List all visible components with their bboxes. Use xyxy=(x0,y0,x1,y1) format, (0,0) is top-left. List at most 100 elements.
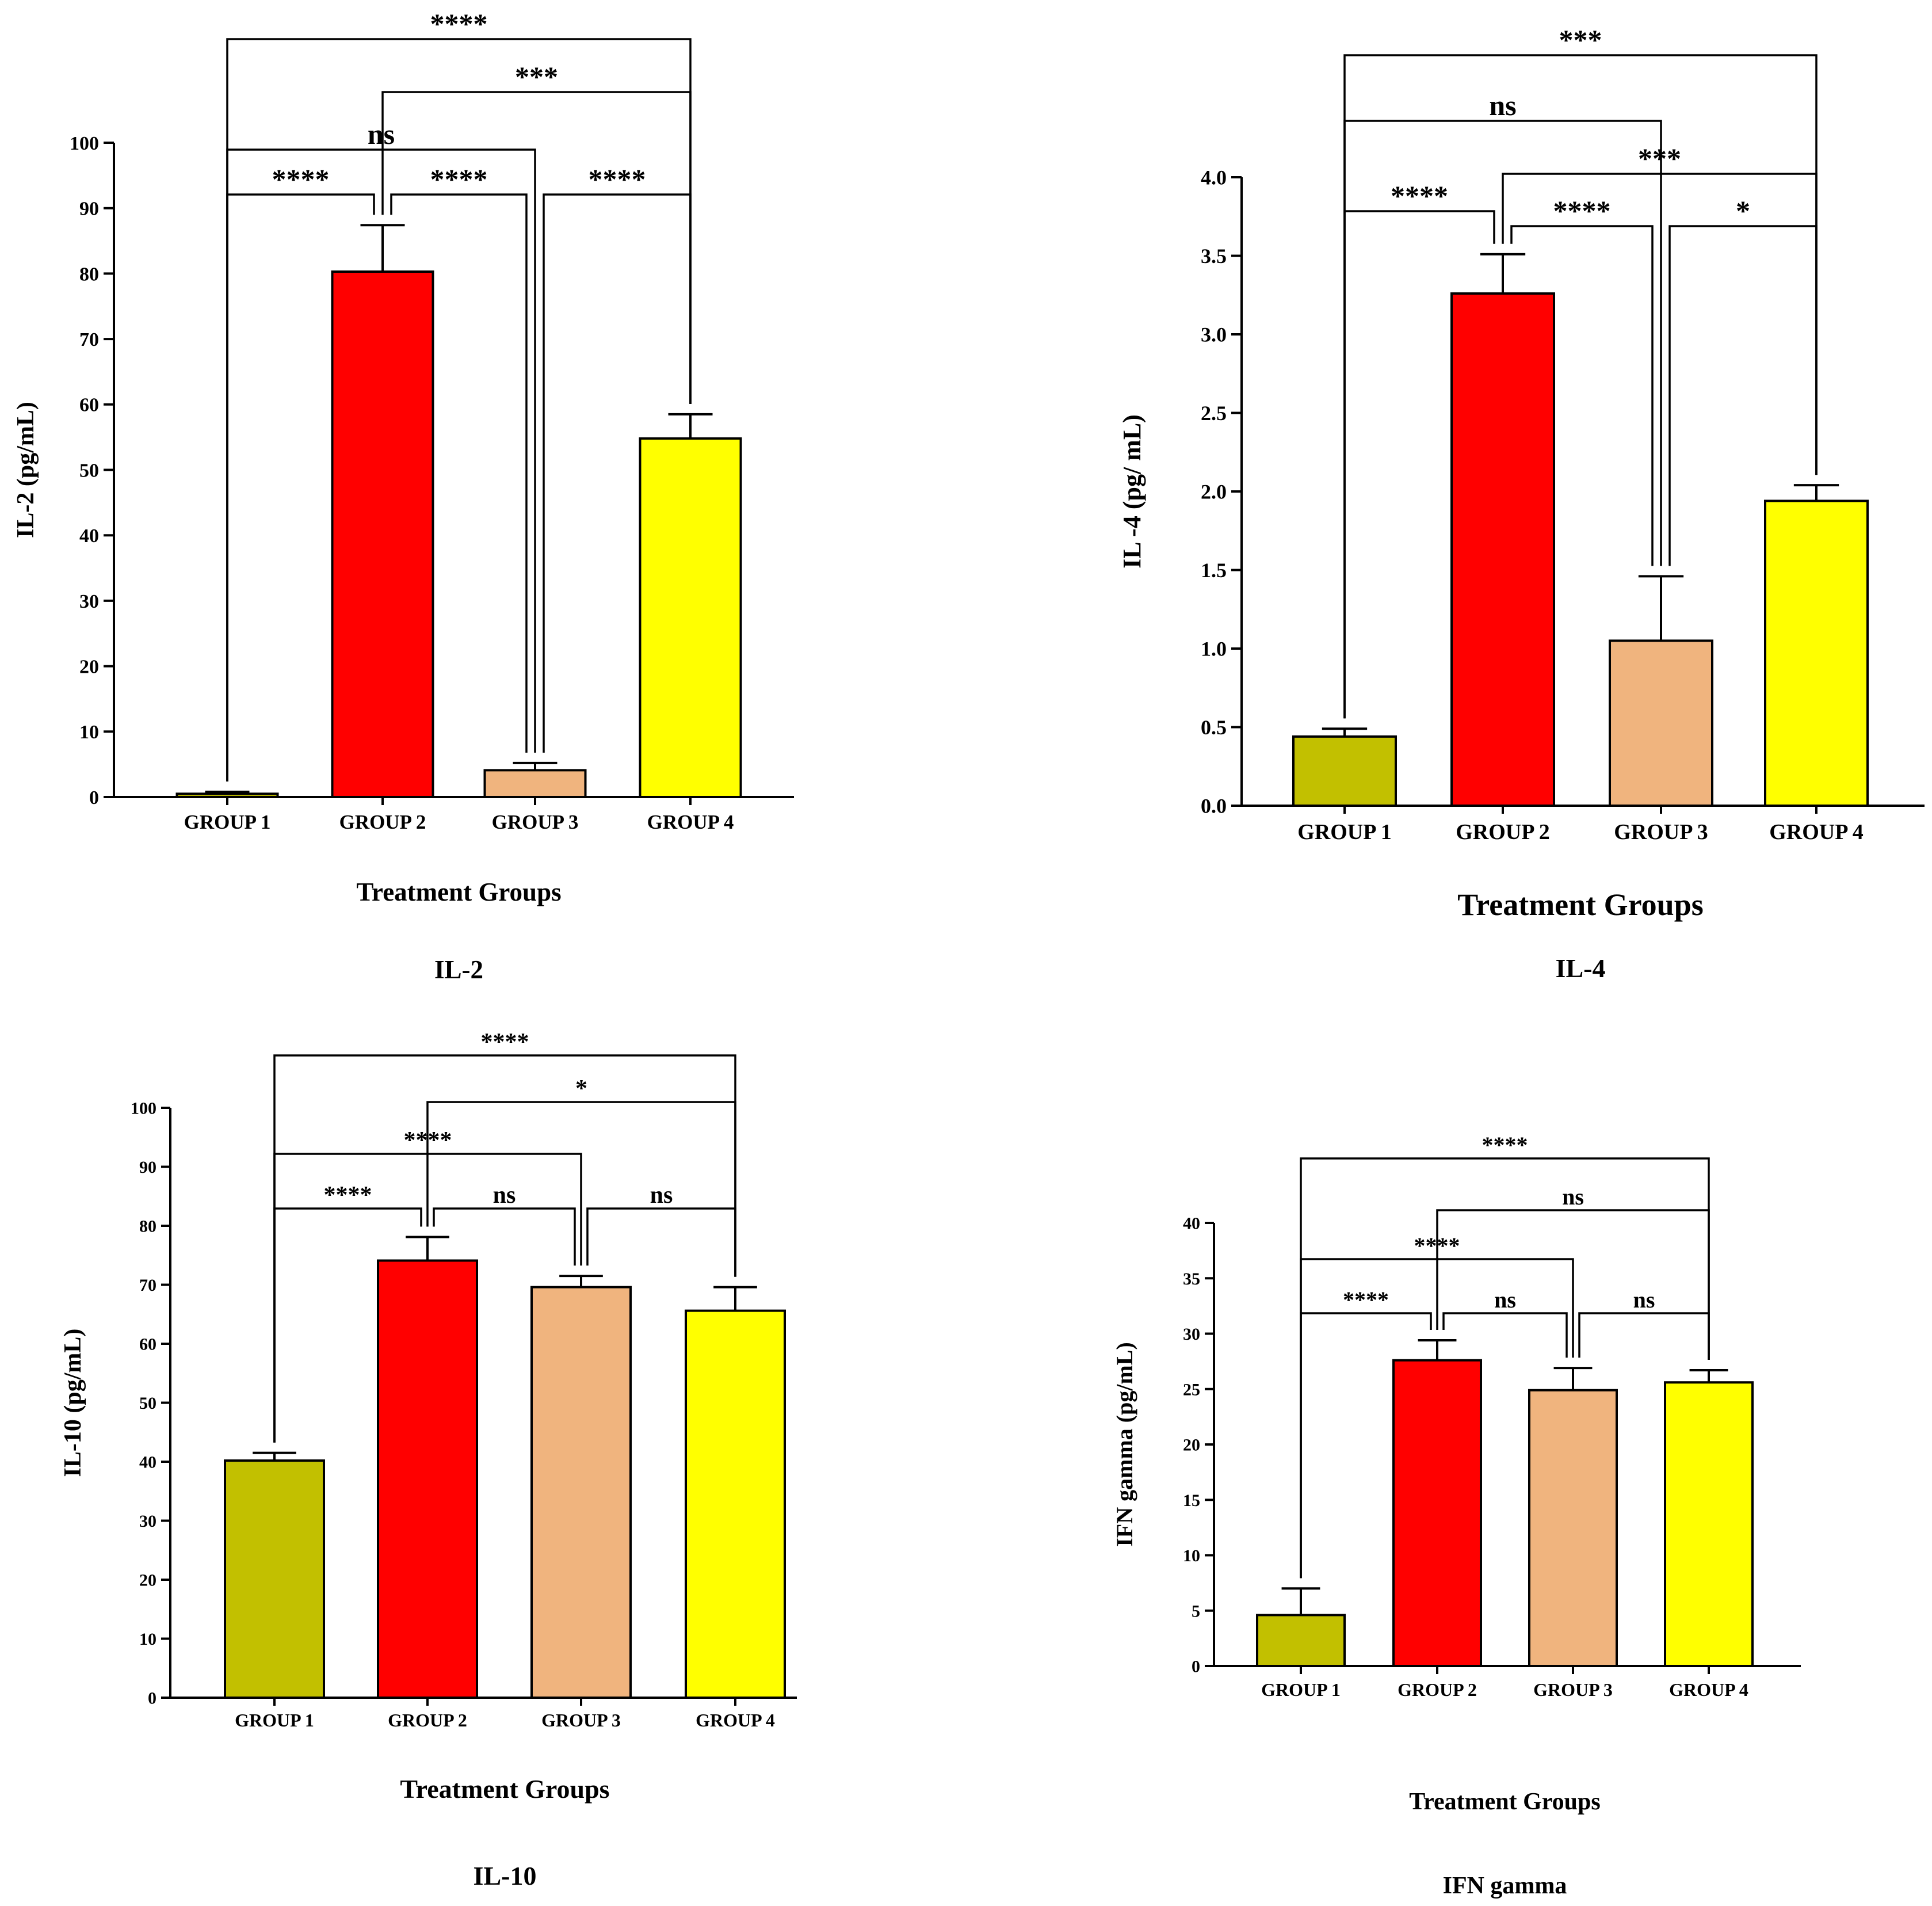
significance-label: **** xyxy=(430,7,488,40)
y-axis-label: IFN gamma (pg/mL) xyxy=(1112,1342,1137,1547)
significance-label: **** xyxy=(1482,1132,1528,1158)
significance-bracket xyxy=(1510,225,1654,566)
category-label: GROUP 4 xyxy=(1769,820,1864,844)
category-label: GROUP 4 xyxy=(696,1710,775,1730)
y-tick-label: 40 xyxy=(139,1453,156,1472)
y-tick-label: 90 xyxy=(79,199,99,220)
y-tick-label: 50 xyxy=(79,460,99,481)
significance-label: **** xyxy=(1391,180,1448,212)
panel-title: IL-4 xyxy=(1556,954,1606,983)
significance-label: **** xyxy=(272,163,330,195)
y-tick-label: 3.5 xyxy=(1201,245,1227,268)
significance-bracket xyxy=(1300,1157,1710,1579)
category-label: GROUP 1 xyxy=(1261,1679,1341,1700)
x-axis-label: Treatment Groups xyxy=(1409,1789,1601,1815)
significance-label: **** xyxy=(589,163,646,195)
y-tick-label: 35 xyxy=(1183,1270,1200,1289)
panel-title: IL-2 xyxy=(434,955,483,984)
bar-group-2 xyxy=(377,1259,478,1699)
chart-panel-2: 0.0 0.5 1.0 1.5 2.0 2.5 3.0 3.5 4.0 GROUP 1 GROUP … xyxy=(1118,24,1925,983)
significance-bracket xyxy=(1442,1312,1568,1358)
category-label: GROUP 3 xyxy=(492,811,579,833)
category-label: GROUP 2 xyxy=(1456,820,1550,844)
y-tick-label: 10 xyxy=(1183,1546,1200,1565)
significance-label: ns xyxy=(368,118,395,150)
y-tick-label: 2.0 xyxy=(1201,481,1227,504)
bar-group-3 xyxy=(530,1286,632,1699)
y-tick-label: 60 xyxy=(139,1335,156,1354)
significance-label: *** xyxy=(515,60,558,93)
significance-label: **** xyxy=(1343,1287,1389,1313)
bar-group-4 xyxy=(639,437,742,798)
y-tick-label: 3.0 xyxy=(1201,323,1227,346)
significance-label: *** xyxy=(1638,142,1681,174)
significance-label: ns xyxy=(650,1182,673,1209)
significance-label: * xyxy=(1736,195,1750,227)
y-tick-label: 1.0 xyxy=(1201,638,1227,661)
y-tick-label: 10 xyxy=(79,722,99,743)
bar-group-2 xyxy=(331,270,434,798)
significance-bracket xyxy=(1343,54,1818,719)
significance-label: ns xyxy=(1489,89,1516,121)
significance-bracket xyxy=(226,38,692,782)
category-label: GROUP 2 xyxy=(1398,1679,1477,1700)
category-label: GROUP 3 xyxy=(1614,820,1708,844)
y-tick-label: 90 xyxy=(139,1158,156,1177)
bar-group-1 xyxy=(1292,735,1397,807)
y-tick-label: 5 xyxy=(1192,1602,1200,1621)
category-label: GROUP 2 xyxy=(339,811,426,833)
y-tick-label: 0 xyxy=(1192,1657,1200,1676)
significance-bracket xyxy=(390,193,528,753)
category-label: GROUP 1 xyxy=(1297,820,1392,844)
significance-label: **** xyxy=(481,1029,529,1055)
significance-label: *** xyxy=(1559,24,1602,56)
y-tick-label: 15 xyxy=(1183,1491,1200,1510)
bar-group-3 xyxy=(1609,639,1713,807)
category-label: GROUP 3 xyxy=(541,1710,621,1730)
y-axis-label: IL -4 (pg/ mL) xyxy=(1118,414,1146,569)
panel-title: IFN gamma xyxy=(1443,1873,1567,1899)
y-tick-label: 1.5 xyxy=(1201,559,1227,582)
bar-group-1 xyxy=(1256,1614,1346,1667)
category-label: GROUP 3 xyxy=(1533,1679,1613,1700)
y-axis-label: IL-2 (pg/mL) xyxy=(13,402,39,538)
category-label: GROUP 4 xyxy=(1669,1679,1748,1700)
bar-group-4 xyxy=(685,1309,786,1699)
significance-label: **** xyxy=(430,163,488,195)
significance-bracket xyxy=(273,1054,736,1443)
significance-label: ns xyxy=(1562,1184,1584,1210)
y-tick-label: 50 xyxy=(139,1394,156,1413)
y-tick-label: 40 xyxy=(79,525,99,547)
significance-label: * xyxy=(575,1076,587,1102)
y-tick-label: 30 xyxy=(79,591,99,612)
y-tick-label: 10 xyxy=(139,1630,156,1649)
y-tick-label: 80 xyxy=(79,264,99,285)
y-tick-label: 20 xyxy=(139,1571,156,1590)
significance-label: ns xyxy=(1633,1287,1655,1313)
y-tick-label: 60 xyxy=(79,395,99,416)
chart-panel-3: 0 10 20 30 40 50 60 70 80 90 100 GROUP 1 GROUP 2 GROU… xyxy=(60,1029,797,1890)
y-tick-label: 70 xyxy=(79,329,99,350)
y-tick-label: 20 xyxy=(1183,1436,1200,1455)
y-tick-label: 25 xyxy=(1183,1380,1200,1399)
y-tick-label: 80 xyxy=(139,1217,156,1236)
y-tick-label: 100 xyxy=(70,133,99,154)
chart-panel-4: 0 5 10 15 20 25 30 35 40 GROUP 1 GROUP 2 GROUP 3 GRO… xyxy=(1112,1132,1801,1899)
bar-group-2 xyxy=(1450,292,1555,807)
chart-panel-1: 0 10 20 30 40 50 60 70 80 90 100 GROUP 1 GROUP 2 GROU… xyxy=(13,7,794,984)
bar-group-3 xyxy=(1528,1389,1618,1668)
y-tick-label: 0.0 xyxy=(1201,795,1227,818)
y-axis-label: IL-10 (pg/mL) xyxy=(60,1329,86,1477)
significance-label: **** xyxy=(1553,195,1611,227)
y-tick-label: 0 xyxy=(89,787,99,809)
category-label: GROUP 2 xyxy=(388,1710,467,1730)
panel-title: IL-10 xyxy=(474,1861,537,1890)
significance-label: ns xyxy=(493,1182,516,1209)
y-tick-label: 0 xyxy=(148,1689,156,1708)
bar-group-3 xyxy=(483,769,587,799)
x-axis-label: Treatment Groups xyxy=(356,878,561,906)
significance-bracket xyxy=(433,1207,576,1266)
x-axis-label: Treatment Groups xyxy=(1457,887,1704,922)
y-tick-label: 30 xyxy=(1183,1325,1200,1344)
